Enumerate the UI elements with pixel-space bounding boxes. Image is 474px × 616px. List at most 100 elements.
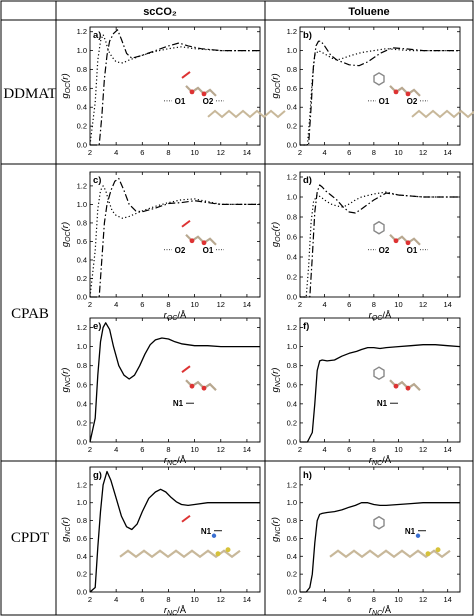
y-tick-label: 1.0	[287, 342, 297, 351]
alkyl-chain	[119, 549, 241, 559]
toluene-ring	[373, 515, 385, 530]
alkyl-chain	[411, 109, 474, 119]
x-tick-label: 12	[217, 148, 225, 157]
y-tick-label: 0.0	[77, 588, 87, 597]
y-tick-label: 1.2	[287, 323, 297, 332]
co2-molecule	[181, 365, 191, 374]
x-tick-label: 12	[419, 445, 427, 454]
sulfur-atom	[435, 547, 441, 553]
y-tick-label: 1.0	[77, 46, 87, 55]
y-tick-label: 0.0	[287, 588, 297, 597]
y-tick-label: 0.2	[287, 570, 297, 579]
y-tick-label: 0.0	[287, 293, 297, 302]
x-tick-label: 2	[88, 595, 92, 604]
y-tick-label: 0.4	[287, 253, 297, 262]
y-axis-label: gOC(r)	[270, 222, 282, 247]
atom-label: O1	[407, 246, 418, 255]
atom-label: N1	[377, 399, 388, 408]
y-tick-label: 0.2	[287, 418, 297, 427]
molecule-illustration	[373, 72, 474, 119]
panels-group: 2 4 6 8 10 12 14 0.0 0.2 0.4 0.6 0.8 1.0 1.2 gOC(r) a) O…	[60, 26, 474, 616]
sulfur-atom	[225, 547, 231, 553]
y-tick-label: 1.2	[287, 173, 297, 182]
plot-frame	[89, 466, 261, 593]
x-tick-label: 8	[166, 445, 170, 454]
x-tick-label: 8	[372, 148, 376, 157]
oxygen-atom	[393, 383, 399, 389]
co2-molecule	[181, 219, 191, 228]
x-tick-label: 2	[298, 300, 302, 309]
y-tick-label: 1.0	[287, 498, 297, 507]
series-line-dotted	[89, 34, 260, 146]
y-tick-label: 1.0	[77, 498, 87, 507]
molecule-illustration	[181, 219, 217, 246]
x-tick-label: 14	[243, 595, 251, 604]
oxygen-atom	[405, 385, 411, 391]
panel-label: b)	[303, 30, 312, 41]
oxygen-atom	[393, 89, 399, 95]
y-tick-label: 0.2	[287, 122, 297, 131]
x-tick-label: 2	[88, 445, 92, 454]
x-tick-label: 10	[190, 148, 198, 157]
sulfur-atom	[425, 551, 431, 557]
atom-label: N1	[201, 527, 212, 536]
panel-label: h)	[303, 470, 312, 481]
chart-panel-e: 2 4 6 8 10 12 14 0.0 0.2 0.4 0.6 0.8 1.0 1.2 gNC(r) rNC…	[60, 317, 261, 467]
x-tick-label: 4	[323, 148, 327, 157]
toluene-ring	[373, 366, 385, 381]
sulfur-atom	[215, 551, 221, 557]
series-line-solid	[89, 470, 260, 593]
oxygen-atom	[201, 91, 207, 97]
y-tick-label: 1.2	[287, 480, 297, 489]
x-tick-label: 6	[140, 595, 144, 604]
y-tick-label: 0.8	[287, 516, 297, 525]
panel-label: d)	[303, 175, 312, 186]
y-tick-label: 0.8	[287, 65, 297, 74]
molecule-illustration	[181, 71, 286, 119]
y-tick-label: 0.6	[287, 534, 297, 543]
y-tick-label: 0.4	[287, 399, 297, 408]
x-tick-label: 14	[243, 148, 251, 157]
y-tick-label: 0.6	[77, 534, 87, 543]
oxygen-atom	[189, 383, 195, 389]
x-axis-label: rNC/Å	[369, 605, 392, 616]
x-tick-label: 2	[298, 148, 302, 157]
series-line-solid	[300, 502, 460, 593]
y-tick-label: 0.8	[77, 516, 87, 525]
nitrogen-atom	[415, 533, 421, 538]
x-tick-label: 2	[88, 300, 92, 309]
y-tick-label: 0.8	[287, 361, 297, 370]
y-tick-label: 1.0	[77, 342, 87, 351]
series-line-solid	[89, 322, 260, 443]
chart-panel-c: 2 4 6 8 10 12 14 0.0 0.2 0.4 0.6 0.8 1.0 1.2 gOC(r) rOC…	[60, 171, 261, 322]
series-line-dotted	[89, 185, 260, 298]
chart-panel-d: 2 4 6 8 10 12 14 0.0 0.2 0.4 0.6 0.8 1.0 1.2 gOC(r) rOC…	[270, 171, 461, 322]
x-tick-label: 4	[114, 445, 118, 454]
x-tick-label: 10	[394, 300, 402, 309]
y-tick-label: 0.2	[77, 274, 87, 283]
y-axis-label: gNC(r)	[60, 368, 72, 393]
y-tick-label: 0.8	[287, 213, 297, 222]
alkyl-chain	[329, 549, 451, 559]
x-tick-label: 10	[190, 595, 198, 604]
y-tick-label: 0.6	[77, 237, 87, 246]
panel-label: g)	[93, 470, 102, 481]
x-tick-label: 6	[347, 148, 351, 157]
x-tick-label: 2	[298, 445, 302, 454]
x-tick-label: 12	[217, 300, 225, 309]
y-tick-label: 0.4	[77, 103, 87, 112]
x-tick-label: 4	[323, 445, 327, 454]
y-tick-label: 0.6	[287, 233, 297, 242]
x-tick-label: 6	[140, 445, 144, 454]
y-tick-label: 0.0	[77, 141, 87, 150]
y-tick-label: 0.4	[77, 399, 87, 408]
y-tick-label: 0.0	[77, 438, 87, 447]
x-tick-label: 12	[419, 300, 427, 309]
x-tick-label: 6	[347, 445, 351, 454]
y-tick-label: 0.2	[77, 418, 87, 427]
x-tick-label: 2	[88, 148, 92, 157]
y-tick-label: 0.8	[77, 361, 87, 370]
molecule-illustration	[373, 366, 421, 391]
toluene-ring	[373, 220, 385, 235]
